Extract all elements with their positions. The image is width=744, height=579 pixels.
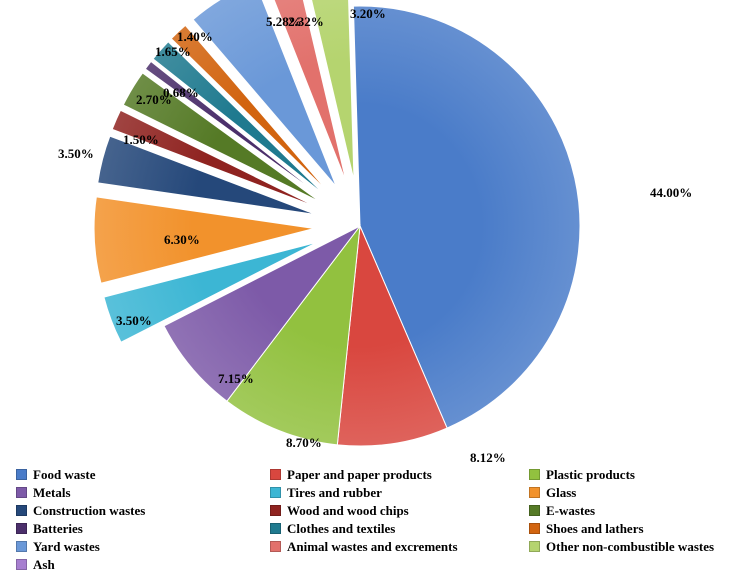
legend-label: Food waste — [33, 466, 96, 482]
legend-item-construction-wastes: Construction wastes — [16, 502, 270, 519]
data-label-tires-and-rubber: 3.50% — [116, 313, 152, 328]
legend-item-other-non-combustible-wastes: Other non-combustible wastes — [529, 538, 736, 555]
pie-slice-paper-and-paper-products — [336, 224, 448, 447]
legend-swatch — [16, 559, 27, 570]
legend-item-e-wastes: E-wastes — [529, 502, 736, 519]
legend-label: Tires and rubber — [287, 484, 382, 500]
legend-item-food-waste: Food waste — [16, 466, 270, 483]
legend-item-wood-and-wood-chips: Wood and wood chips — [270, 502, 529, 519]
pie-slice-yard-wastes — [192, 0, 337, 187]
legend-item-yard-wastes: Yard wastes — [16, 538, 270, 555]
legend-label: Paper and paper products — [287, 466, 432, 482]
data-label-batteries: 0.68% — [163, 85, 199, 100]
legend-label: E-wastes — [546, 502, 596, 518]
legend-label: Clothes and textiles — [287, 520, 396, 536]
legend-swatch — [16, 505, 27, 516]
legend-item-ash: Ash — [16, 556, 270, 573]
data-label-plastic-products: 8.70% — [286, 435, 322, 450]
data-label-glass: 6.30% — [164, 232, 200, 247]
legend-label: Batteries — [33, 520, 83, 536]
pie-slice-tires-and-rubber — [103, 241, 318, 343]
legend-swatch — [270, 487, 281, 498]
pie-slice-clothes-and-textiles — [152, 41, 326, 196]
legend-label: Ash — [33, 556, 55, 572]
legend-label: Glass — [546, 484, 577, 500]
data-label-e-wastes: 2.70% — [136, 92, 172, 107]
pie-slice-metals — [163, 225, 361, 402]
legend-label: Animal wastes and excrements — [287, 538, 458, 554]
legend-item-tires-and-rubber: Tires and rubber — [270, 484, 529, 501]
pie-slice-batteries — [144, 60, 324, 199]
data-label-clothes-and-textiles: 1.65% — [155, 44, 191, 59]
data-label-construction-wastes: 3.50% — [58, 146, 94, 161]
legend-swatch — [16, 541, 27, 552]
pie-slice-plastic-products — [226, 224, 361, 446]
legend-swatch — [16, 469, 27, 480]
legend-label: Metals — [33, 484, 71, 500]
pie-chart: 44.00% 8.12% 8.70% 7.15% 3.50% 6.30% 3.50% 1.50… — [58, 0, 692, 465]
data-label-metals: 7.15% — [218, 371, 254, 386]
pie-slice-e-wastes — [122, 72, 321, 203]
legend-swatch — [529, 523, 540, 534]
legend-item-animal-wastes-and-excrements: Animal wastes and excrements — [270, 538, 529, 555]
legend-label: Other non-combustible wastes — [546, 538, 715, 554]
legend-label: Wood and wood chips — [287, 502, 409, 518]
legend-label: Yard wastes — [33, 538, 100, 554]
legend-swatch — [270, 505, 281, 516]
legend-swatch — [270, 469, 281, 480]
data-label-wood-and-wood-chips: 1.50% — [123, 132, 159, 147]
legend-item-glass: Glass — [529, 484, 736, 501]
legend-item-plastic-products: Plastic products — [529, 466, 736, 483]
legend-swatch — [529, 469, 540, 480]
legend-item-shoes-and-lathers: Shoes and lathers — [529, 520, 736, 537]
data-label-yard-wastes: 5.28% — [266, 14, 302, 29]
legend-label: Plastic products — [546, 466, 635, 482]
pie-slice-wood-and-wood-chips — [111, 109, 319, 209]
legend-swatch — [529, 505, 540, 516]
pie-slice-shoes-and-lathers — [170, 24, 329, 193]
legend-swatch — [16, 523, 27, 534]
pie-slice-animal-wastes-and-excrements — [273, 0, 347, 183]
pie-slice-construction-wastes — [97, 135, 316, 215]
legend-label: Construction wastes — [33, 502, 146, 518]
data-label-paper-and-paper-products: 8.12% — [470, 450, 506, 465]
pie-slice-food-waste — [352, 5, 581, 429]
data-label-animal-wastes-and-excrements: 2.32% — [288, 14, 324, 29]
legend-swatch — [529, 541, 540, 552]
legend-item-metals: Metals — [16, 484, 270, 501]
legend-item-batteries: Batteries — [16, 520, 270, 537]
data-label-food-waste: 44.00% — [650, 185, 692, 200]
pie-slice-other-non-combustible-wastes — [311, 0, 355, 181]
data-label-other-non-combustible-wastes: 3.20% — [350, 6, 386, 21]
chart-legend: Food waste Paper and paper products Plasti… — [16, 466, 736, 573]
legend-swatch — [270, 523, 281, 534]
legend-label: Shoes and lathers — [546, 520, 644, 536]
pie-slice-glass — [93, 196, 315, 284]
legend-item-paper-and-paper-products: Paper and paper products — [270, 466, 529, 483]
legend-swatch — [529, 487, 540, 498]
legend-swatch — [270, 541, 281, 552]
legend-item-clothes-and-textiles: Clothes and textiles — [270, 520, 529, 537]
data-label-shoes-and-lathers: 1.40% — [177, 29, 213, 44]
legend-swatch — [16, 487, 27, 498]
